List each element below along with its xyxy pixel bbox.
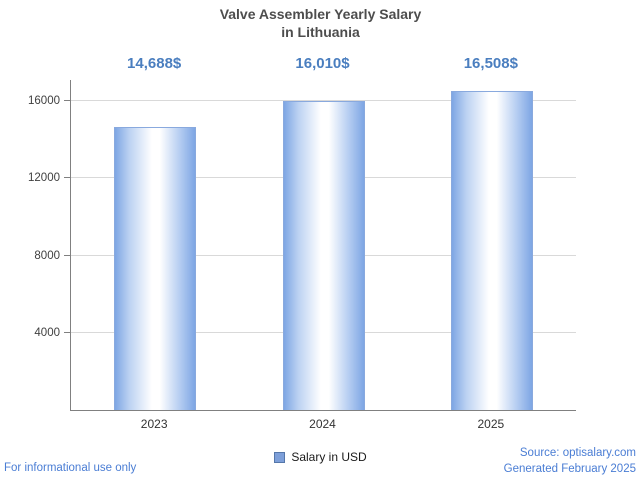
legend: Salary in USD	[0, 450, 641, 464]
legend-label: Salary in USD	[291, 450, 367, 464]
y-tick-mark	[64, 100, 71, 102]
generated-text: Generated February 2025	[503, 462, 636, 475]
y-tick-mark	[64, 177, 71, 179]
legend-swatch-icon	[274, 451, 286, 463]
chart-title-line1: Valve Assembler Yearly Salary	[219, 6, 422, 22]
bar-value-2024: 16,010$	[295, 55, 350, 72]
y-tick-mark	[64, 254, 71, 256]
bar-2023	[114, 126, 197, 410]
bar-value-2023: 14,688$	[127, 55, 182, 72]
gridline	[71, 100, 576, 102]
bar-2024	[282, 101, 365, 410]
y-tick-label: 12000	[28, 172, 60, 185]
chart-title: Valve Assembler Yearly Salary in Lithuan…	[0, 6, 641, 41]
bar-value-2025: 16,508$	[463, 55, 518, 72]
y-tick-label: 4000	[34, 326, 60, 339]
y-tick-label: 8000	[34, 249, 60, 262]
x-label-2023: 2023	[140, 417, 168, 431]
source-block: Source: optisalary.com Generated Februar…	[504, 445, 636, 477]
chart-title-line2: in Lithuania	[281, 23, 360, 40]
source-text: Source: optisalary.com	[519, 446, 636, 459]
x-label-2025: 2025	[477, 417, 505, 431]
bar-2025	[450, 91, 533, 410]
plot-area: 4000 8000 12000 16000	[28, 80, 576, 411]
disclaimer-text: For informational use only	[4, 462, 137, 474]
x-label-2024: 2024	[309, 417, 336, 431]
y-tick-mark	[64, 331, 71, 333]
y-tick-label: 16000	[28, 95, 60, 108]
bar-value-labels: 14,688$ 16,010$ 16,508$	[70, 55, 575, 75]
x-axis-labels: 2023 2024 2025	[70, 417, 575, 433]
